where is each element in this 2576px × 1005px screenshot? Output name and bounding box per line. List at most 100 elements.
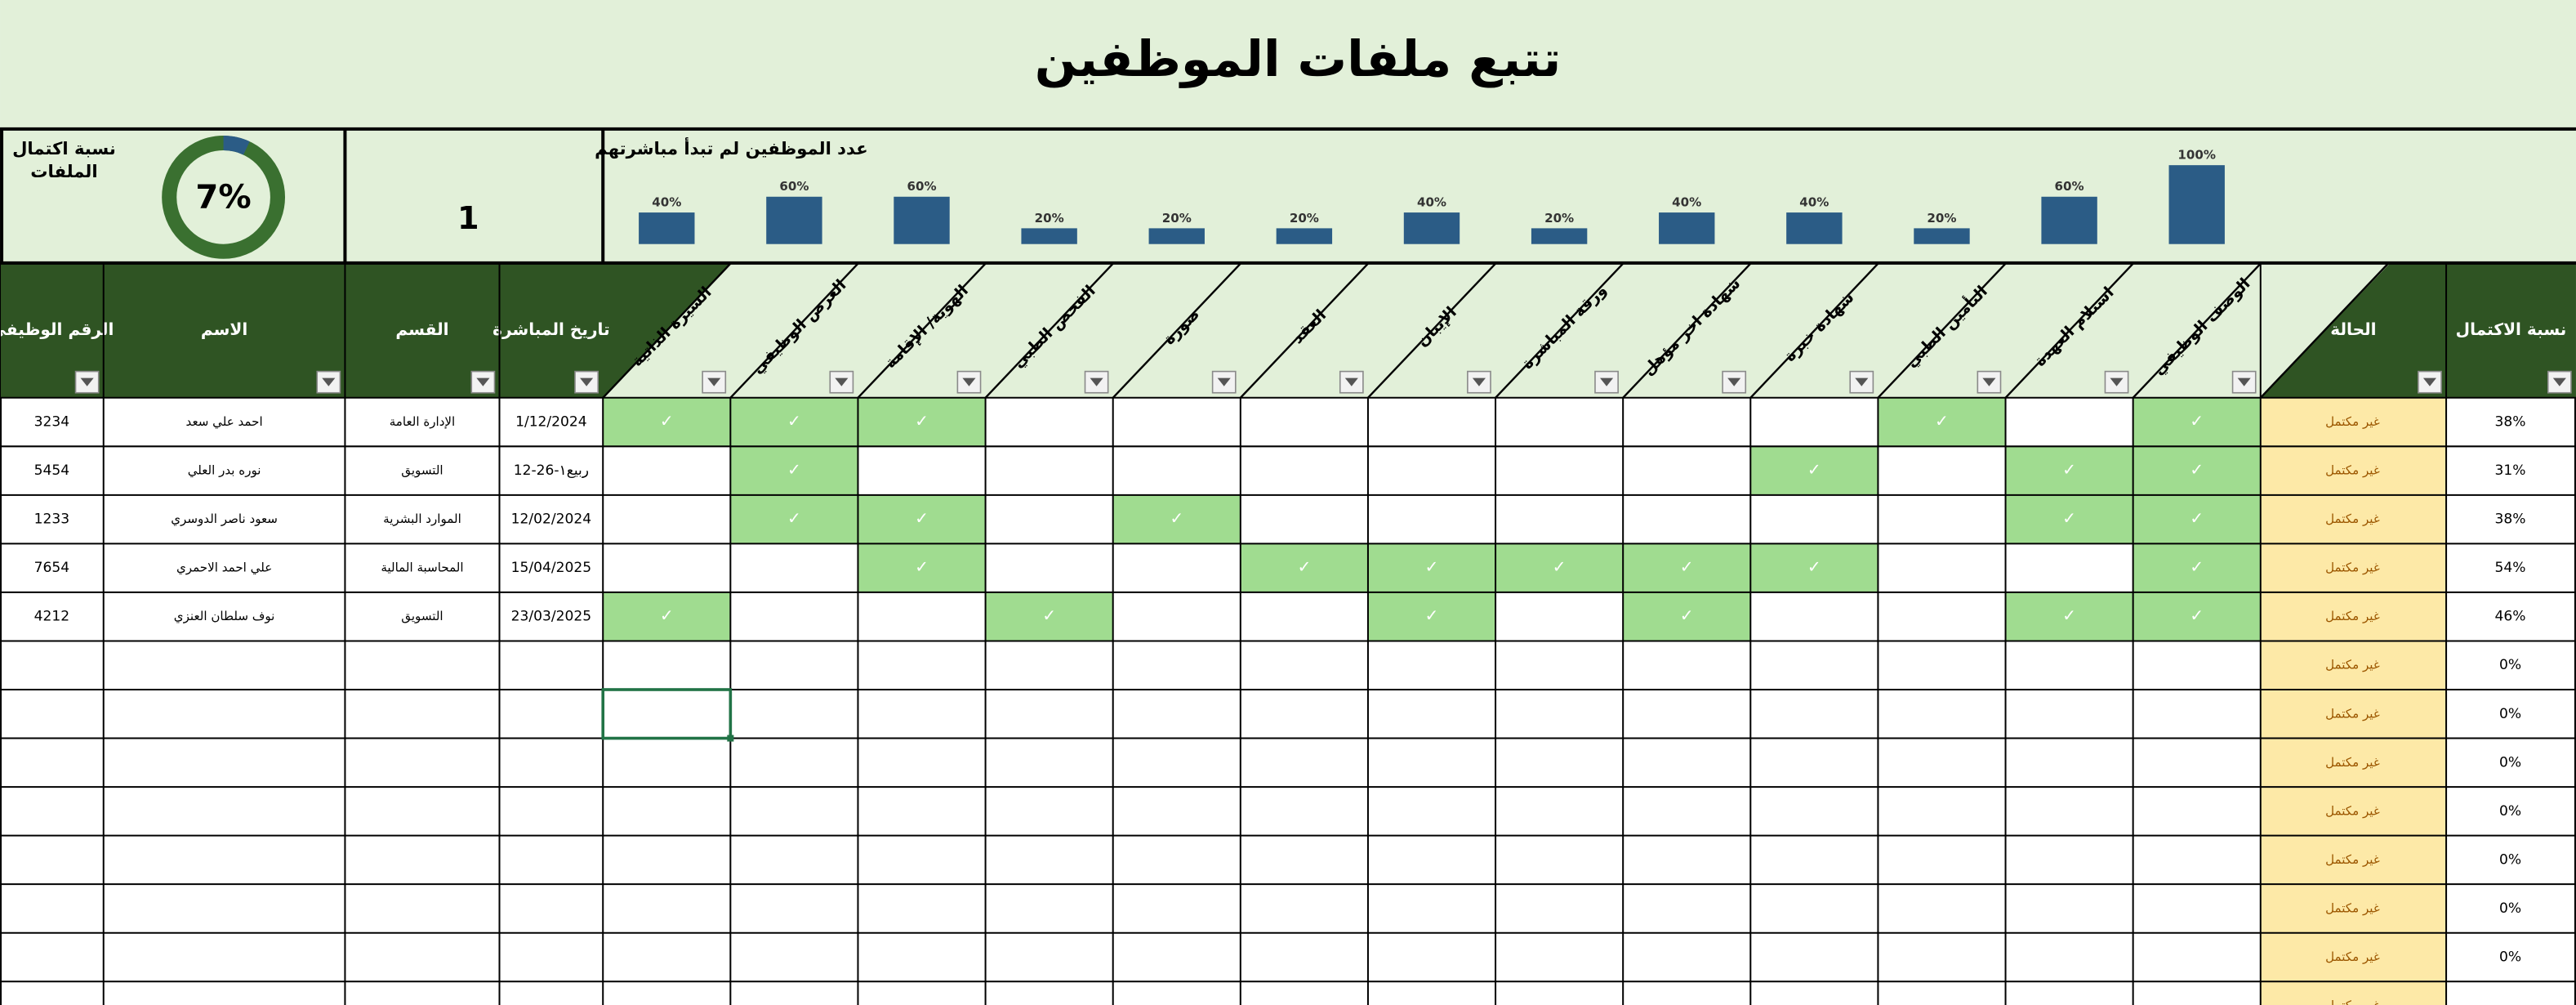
- header-diagonal: [1495, 261, 1624, 399]
- completion-title-box: نسبة اكتمال الملفات: [12, 139, 116, 183]
- filter-button-box: [1084, 370, 1109, 394]
- doc-cell-checked: [1367, 592, 1496, 641]
- cell-department: التسويق: [401, 609, 443, 623]
- filter-button[interactable]: [74, 370, 100, 394]
- stat-bar: [766, 196, 822, 244]
- cell-name: نوره بدر العلي: [188, 463, 261, 479]
- cell-name: علي احمد الاحمري: [176, 561, 272, 576]
- doc-cell-checked: [858, 494, 986, 544]
- filter-button-arrow: [1472, 377, 1486, 386]
- cell-completion: 0%: [2499, 949, 2521, 965]
- cell-completion: 54%: [2495, 560, 2526, 576]
- cell-start-date: 1/12/2024: [515, 414, 587, 431]
- filter-button-arrow: [835, 377, 849, 386]
- cell-completion: 0%: [2499, 900, 2521, 917]
- filter-button-arrow: [1217, 377, 1231, 386]
- check-mark: ✓: [787, 460, 801, 480]
- stat-label: 20%: [1927, 211, 1956, 226]
- column-header: نسبة الاكتمال: [2456, 319, 2567, 339]
- filter-button-box: [2231, 370, 2257, 394]
- filter-button-arrow: [2422, 377, 2437, 386]
- filter-button[interactable]: [956, 370, 982, 394]
- check-mark: ✓: [1807, 557, 1821, 577]
- check-mark: ✓: [915, 508, 929, 528]
- check-mark: ✓: [660, 411, 674, 431]
- header-diagonal: [1367, 261, 1497, 399]
- header-diagonal: [1239, 261, 1370, 399]
- column-header: الرقم الوظيفي: [0, 319, 114, 340]
- doc-cell-checked: [730, 446, 858, 495]
- cell-completion: 0%: [2499, 803, 2521, 820]
- cell-employee-id: 5454: [34, 462, 69, 479]
- check-mark: ✓: [1807, 460, 1821, 480]
- selected-cell: [601, 688, 733, 740]
- stat-label: 60%: [779, 179, 809, 194]
- stat-label: 40%: [1799, 195, 1829, 210]
- cell-status: غير مكتمل: [2325, 949, 2380, 964]
- stat-label: 40%: [1417, 195, 1446, 210]
- header-diagonal: [2004, 261, 2135, 399]
- filter-button[interactable]: [470, 370, 496, 394]
- filter-button[interactable]: [1722, 370, 1747, 394]
- stat-bar: [1276, 228, 1333, 244]
- cell-name: سعود ناصر الدوسري: [171, 511, 278, 527]
- filter-button-arrow: [1982, 377, 1996, 386]
- filter-button[interactable]: [2547, 370, 2572, 394]
- check-mark: ✓: [2062, 508, 2076, 528]
- column-header: الاسم: [201, 319, 247, 339]
- filter-button[interactable]: [1467, 370, 1491, 394]
- check-mark: ✓: [1680, 557, 1694, 577]
- check-mark: ✓: [915, 411, 929, 431]
- header-diagonal: [2132, 261, 2262, 399]
- stat-label: 100%: [2177, 148, 2216, 163]
- cell-status: غير مكتمل: [2325, 609, 2380, 623]
- filter-button[interactable]: [1594, 370, 1619, 394]
- stat-bar: [1659, 212, 1715, 244]
- cell-department: التسويق: [401, 463, 443, 478]
- doc-cell-checked: [2133, 543, 2261, 592]
- header-diagonal: [857, 261, 987, 399]
- check-mark: ✓: [2062, 605, 2076, 625]
- filter-button[interactable]: [829, 370, 854, 394]
- check-mark: ✓: [2190, 605, 2204, 625]
- stat-label: 20%: [1290, 211, 1319, 226]
- check-mark: ✓: [1425, 557, 1439, 577]
- cell-name: احمد علي سعد: [186, 414, 263, 430]
- filter-button-arrow: [476, 377, 490, 386]
- filter-button-arrow: [580, 377, 594, 386]
- filter-button[interactable]: [1211, 370, 1237, 394]
- filter-button[interactable]: [574, 370, 599, 394]
- cell-completion: 0%: [2499, 706, 2521, 722]
- filter-button[interactable]: [316, 370, 341, 394]
- filter-button[interactable]: [1977, 370, 2002, 394]
- cell-employee-id: 7654: [34, 560, 69, 576]
- selection-handle: [727, 735, 734, 742]
- check-mark: ✓: [2190, 411, 2204, 431]
- filter-button[interactable]: [2418, 370, 2442, 394]
- top-background: [0, 0, 2576, 263]
- stat-bar: [2168, 165, 2225, 244]
- doc-cell-checked: [2133, 397, 2261, 447]
- filter-button[interactable]: [1339, 370, 1364, 394]
- filter-button-arrow: [1090, 377, 1103, 386]
- filter-button[interactable]: [2104, 370, 2129, 394]
- completion-title: نسبة اكتمال الملفات: [12, 139, 116, 183]
- filter-button[interactable]: [702, 370, 727, 394]
- cell-start-date: 23/03/2025: [511, 609, 591, 625]
- filter-button[interactable]: [1084, 370, 1109, 394]
- filter-button-arrow: [707, 377, 721, 386]
- filter-button-arrow: [962, 377, 976, 386]
- filter-button[interactable]: [1849, 370, 1874, 394]
- cell-employee-id: 4212: [34, 609, 69, 625]
- cell-status: غير مكتمل: [2325, 998, 2380, 1005]
- column-header: تاريخ المباشرة: [492, 319, 610, 339]
- filter-button-box: [1211, 370, 1237, 394]
- doc-cell-checked: [603, 592, 731, 641]
- stat-label: 20%: [1544, 211, 1574, 226]
- header-diagonal: [2259, 261, 2390, 399]
- cell-status: غير مكتمل: [2325, 900, 2380, 915]
- page-title: تتبع ملفات الموظفين: [1035, 31, 1562, 88]
- doc-cell-checked: [730, 494, 858, 544]
- cell-start-date: 12-ربيع١-26: [514, 462, 589, 479]
- filter-button[interactable]: [2231, 370, 2257, 394]
